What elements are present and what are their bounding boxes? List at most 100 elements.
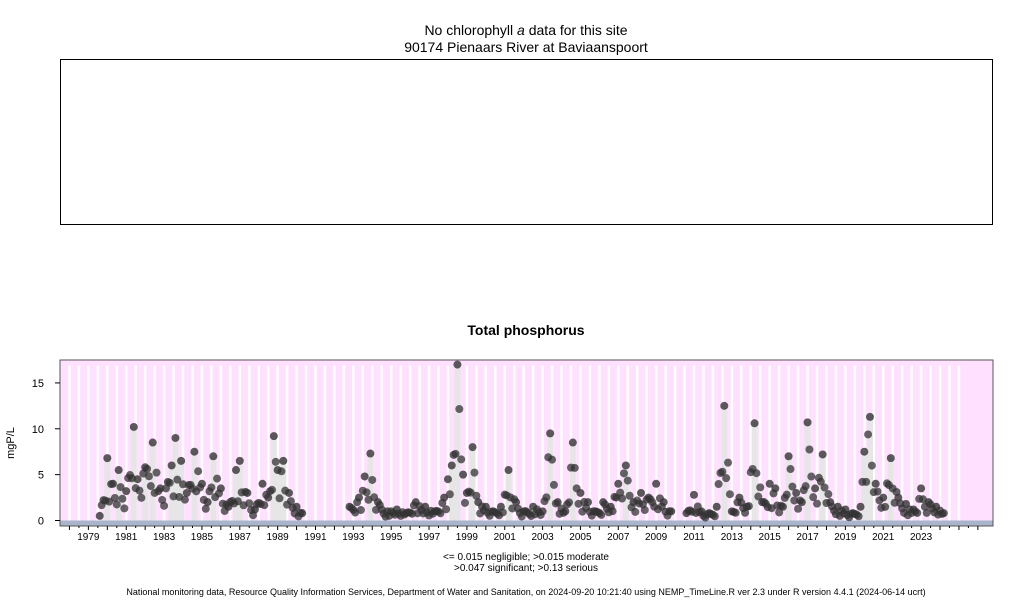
x-tick-label: 2021: [872, 532, 895, 543]
data-point: [269, 432, 278, 441]
data-point: [233, 497, 242, 506]
y-tick-label: 10: [32, 424, 44, 436]
data-point: [207, 483, 216, 492]
data-point: [129, 422, 138, 431]
data-point: [258, 479, 267, 488]
data-point: [860, 447, 869, 456]
data-point: [199, 495, 208, 504]
data-point: [812, 499, 821, 508]
data-point: [864, 430, 873, 439]
data-point: [803, 418, 812, 427]
data-point: [744, 502, 753, 511]
data-point: [801, 482, 810, 491]
data-point: [754, 492, 763, 501]
data-point: [241, 487, 250, 496]
data-point: [260, 501, 269, 510]
data-point: [549, 480, 558, 489]
data-point: [455, 405, 464, 414]
data-point: [854, 512, 863, 521]
plot-background: [60, 360, 993, 526]
data-point: [436, 509, 445, 518]
data-point: [213, 474, 222, 483]
data-point: [468, 443, 477, 452]
data-point: [173, 475, 182, 484]
data-point: [536, 510, 545, 519]
data-point: [794, 504, 803, 513]
data-point: [619, 469, 628, 478]
footer-credits: National monitoring data, Resource Quali…: [126, 587, 926, 597]
x-tick-label: 1983: [153, 532, 176, 543]
data-point: [937, 509, 946, 518]
data-point: [190, 447, 199, 456]
data-point: [281, 486, 290, 495]
data-point: [871, 479, 880, 488]
data-point: [171, 433, 180, 442]
empty-chlorophyll-panel: [60, 59, 993, 225]
data-point: [143, 464, 152, 473]
data-point: [510, 495, 519, 504]
data-point: [472, 491, 481, 500]
data-point: [214, 489, 223, 498]
data-point: [180, 495, 189, 504]
data-point: [865, 412, 874, 421]
data-point: [177, 456, 186, 465]
data-point: [451, 449, 460, 458]
data-point: [235, 456, 244, 465]
data-point: [875, 496, 884, 505]
data-point: [820, 483, 829, 492]
data-point: [640, 506, 649, 515]
x-tick-label: 2015: [759, 532, 782, 543]
data-point: [784, 452, 793, 461]
x-tick-label: 2011: [683, 532, 705, 543]
data-point: [867, 461, 876, 470]
data-point: [790, 496, 799, 505]
data-point: [718, 467, 727, 476]
data-point: [551, 499, 560, 508]
data-point: [135, 486, 144, 495]
data-point: [445, 490, 454, 499]
data-point: [822, 498, 831, 507]
legend-line-1: <= 0.015 negligible; >0.015 moderate: [443, 552, 609, 563]
data-point: [618, 494, 627, 503]
data-point: [816, 477, 825, 486]
data-point: [110, 494, 119, 503]
data-point: [137, 493, 146, 502]
data-point: [95, 511, 104, 520]
data-point: [360, 472, 369, 481]
x-tick-label: 1993: [342, 532, 365, 543]
phosphorus-chart: 1979 1981 1983 1985 1987 1989 1991 1993 1995 1997…: [5, 359, 994, 543]
data-point: [459, 470, 468, 479]
data-point: [447, 461, 456, 470]
x-tick-label: 1997: [418, 532, 441, 543]
data-point: [765, 479, 774, 488]
data-point: [201, 504, 210, 513]
data-point: [182, 488, 191, 497]
data-points: [95, 360, 948, 522]
data-point: [438, 498, 447, 507]
data-point: [154, 487, 163, 496]
data-point: [107, 480, 116, 489]
data-point: [271, 457, 280, 466]
no-data-suffix: data for this site: [528, 22, 628, 38]
data-point: [112, 500, 121, 509]
plot-border: [59, 359, 994, 527]
data-point: [120, 504, 129, 513]
y-tick-label: 15: [32, 378, 44, 390]
data-point: [460, 498, 469, 507]
x-tick-label: 1981: [115, 532, 138, 543]
data-point: [652, 479, 661, 488]
data-point: [457, 455, 466, 464]
threshold-band-rect: [60, 520, 993, 526]
x-tick-label: 2003: [531, 532, 554, 543]
data-point: [368, 475, 377, 484]
data-point: [194, 467, 203, 476]
data-point: [655, 494, 664, 503]
data-point: [232, 466, 241, 475]
y-axis-label: mgP/L: [5, 427, 17, 459]
data-point: [542, 493, 551, 502]
data-point: [167, 461, 176, 470]
x-tick-label: 1987: [229, 532, 252, 543]
x-tick-label: 1989: [267, 532, 290, 543]
data-point: [712, 502, 721, 511]
data-point: [559, 508, 568, 517]
